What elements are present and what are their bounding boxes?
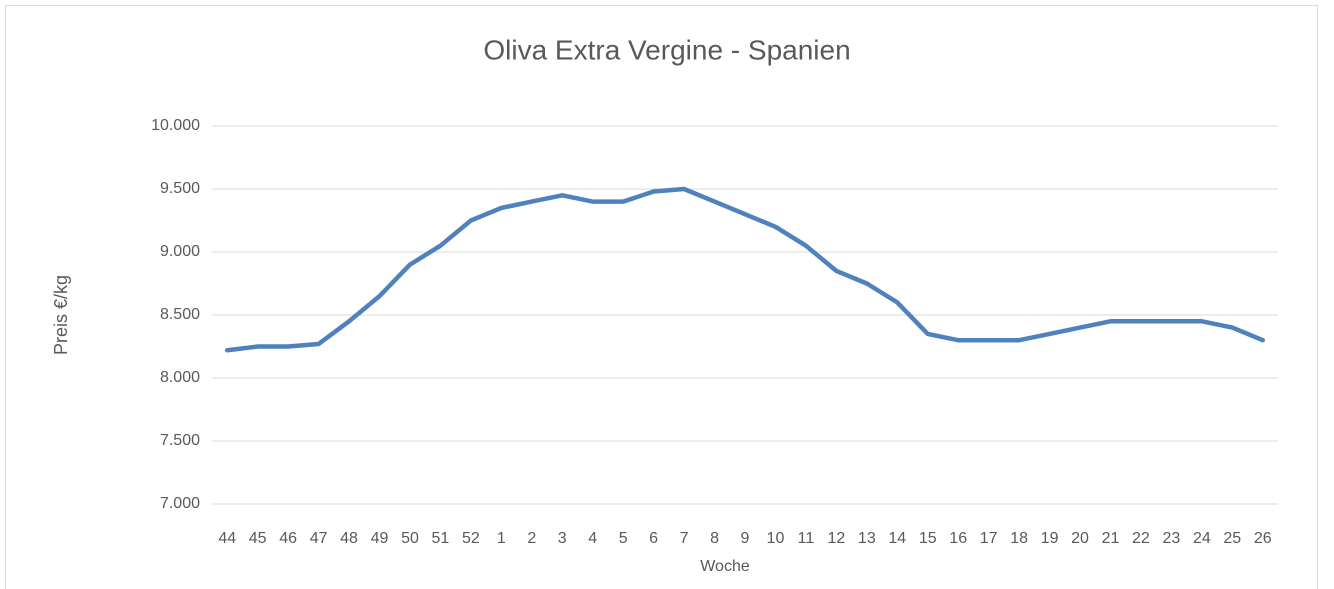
x-tick-label: 19 <box>1041 530 1059 547</box>
x-tick-label: 44 <box>218 530 236 547</box>
x-tick-label: 2 <box>527 530 536 547</box>
x-tick-label: 46 <box>279 530 297 547</box>
x-tick-label: 11 <box>798 530 815 547</box>
x-tick-label: 12 <box>827 530 845 547</box>
x-tick-label: 48 <box>340 530 358 547</box>
x-tick-label: 5 <box>619 530 628 547</box>
x-tick-label: 24 <box>1193 530 1211 547</box>
x-tick-label: 17 <box>980 530 998 547</box>
x-tick-label: 16 <box>949 530 967 547</box>
x-tick-label: 14 <box>888 530 906 547</box>
x-tick-label: 25 <box>1223 530 1241 547</box>
x-tick-label: 15 <box>919 530 937 547</box>
x-tick-label: 4 <box>588 530 597 547</box>
x-tick-label: 52 <box>462 530 480 547</box>
x-tick-label: 10 <box>767 530 785 547</box>
x-tick-label: 22 <box>1132 530 1150 547</box>
x-tick-label: 49 <box>371 530 389 547</box>
chart-title: Oliva Extra Vergine - Spanien <box>483 34 850 65</box>
y-tick-label: 7.500 <box>160 432 200 449</box>
y-tick-label: 8.000 <box>160 369 200 386</box>
y-tick-label: 9.500 <box>160 180 200 197</box>
x-tick-label: 45 <box>249 530 267 547</box>
x-tick-label: 21 <box>1102 530 1120 547</box>
x-tick-label: 23 <box>1163 530 1181 547</box>
x-tick-label: 3 <box>558 530 567 547</box>
x-tick-label: 8 <box>710 530 719 547</box>
x-tick-label: 51 <box>432 530 450 547</box>
data-line <box>224 186 1266 353</box>
x-tick-label: 1 <box>497 530 506 547</box>
x-tick-label: 20 <box>1071 530 1089 547</box>
x-tick-label: 50 <box>401 530 419 547</box>
x-axis-title: Woche <box>700 558 750 575</box>
x-tick-label: 13 <box>858 530 876 547</box>
x-tick-label: 47 <box>310 530 328 547</box>
x-tick-label: 7 <box>680 530 689 547</box>
x-tick-label: 26 <box>1254 530 1272 547</box>
x-tick-label: 18 <box>1010 530 1028 547</box>
chart-border <box>5 5 1318 589</box>
y-axis-title: Preis €/kg <box>51 275 71 355</box>
y-tick-label: 8.500 <box>160 306 200 323</box>
y-tick-label: 10.000 <box>151 117 200 134</box>
y-tick-label: 7.000 <box>160 495 200 512</box>
x-tick-label: 6 <box>649 530 658 547</box>
y-tick-label: 9.000 <box>160 243 200 260</box>
x-tick-label: 9 <box>741 530 750 547</box>
